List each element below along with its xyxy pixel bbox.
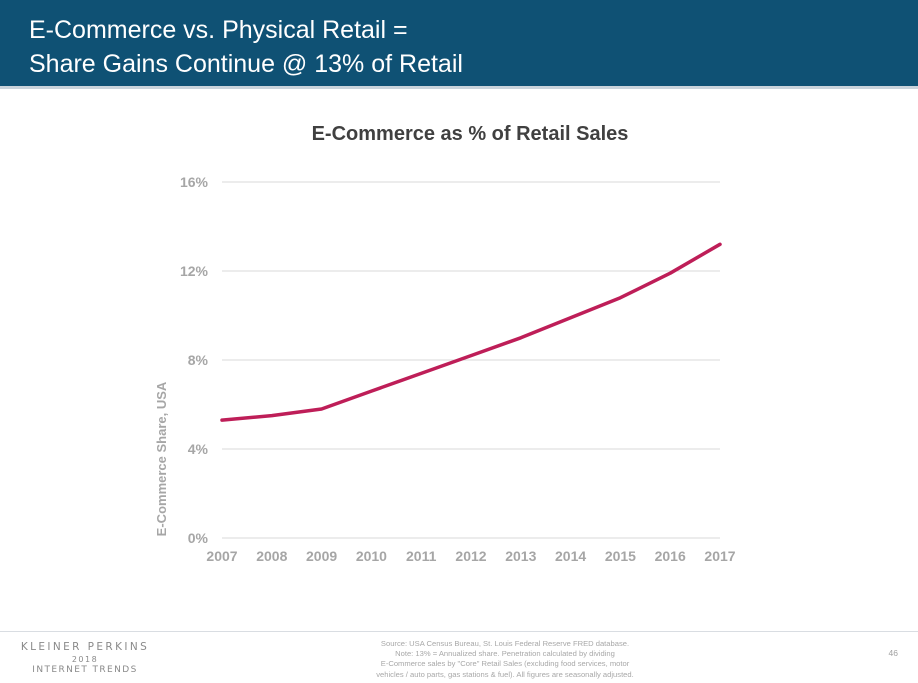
brand-report: INTERNET TRENDS [32,665,138,675]
x-tick-label: 2009 [306,548,337,564]
source-line: E-Commerce sales by "Core" Retail Sales … [380,659,630,669]
y-tick-label: 8% [188,352,209,368]
footer-divider [0,631,918,632]
y-axis-label: E-Commerce Share, USA [154,381,169,536]
slide-title-line-2: Share Gains Continue @ 13% of Retail [29,50,463,78]
y-tick-label: 0% [188,530,209,546]
x-tick-label: 2007 [206,548,237,564]
x-tick-label: 2011 [406,548,437,564]
source-line: Source: USA Census Bureau, St. Louis Fed… [380,639,630,648]
source-line: vehicles / auto parts, gas stations & fu… [376,669,634,679]
gridlines [222,181,720,539]
x-tick-label: 2016 [655,548,686,564]
x-tick-label: 2017 [704,548,735,564]
x-tick-label: 2012 [455,548,486,564]
x-tick-label: 2013 [505,548,536,564]
x-tick-label: 2008 [256,548,287,564]
source-line: Note: 13% = Annualized share. Penetratio… [395,649,615,659]
brand-year: 2018 [71,655,99,664]
slide-title-line-1: E-Commerce vs. Physical Retail = [29,16,408,44]
chart-title: E-Commerce as % of Retail Sales [312,123,629,145]
brand-logo: KLEINER PERKINS 2018 INTERNET TRENDS [18,641,152,676]
x-tick-label: 2014 [555,548,586,564]
page-number: 46 [888,648,898,658]
y-tick-label: 16% [180,174,209,190]
brand-name: KLEINER PERKINS [20,641,150,653]
x-tick-label: 2010 [356,548,387,564]
series-layer [220,242,722,422]
source-note: Source: USA Census Bureau, St. Louis Fed… [340,639,670,680]
y-tick-label: 12% [180,263,209,279]
x-tick-label: 2015 [605,548,636,564]
y-tick-labels: 0% 4% 8% 12% 16% [180,174,209,546]
series-line-ecommerce-share [220,242,722,422]
line-chart: E-Commerce as % of Retail Sales E-Commer… [154,123,736,564]
y-tick-label: 4% [188,441,209,457]
slide-header: E-Commerce vs. Physical Retail = Share G… [0,0,918,89]
x-tick-labels: 2007 2008 2009 2010 2011 2012 2013 2014 2015 2016… [206,548,735,564]
